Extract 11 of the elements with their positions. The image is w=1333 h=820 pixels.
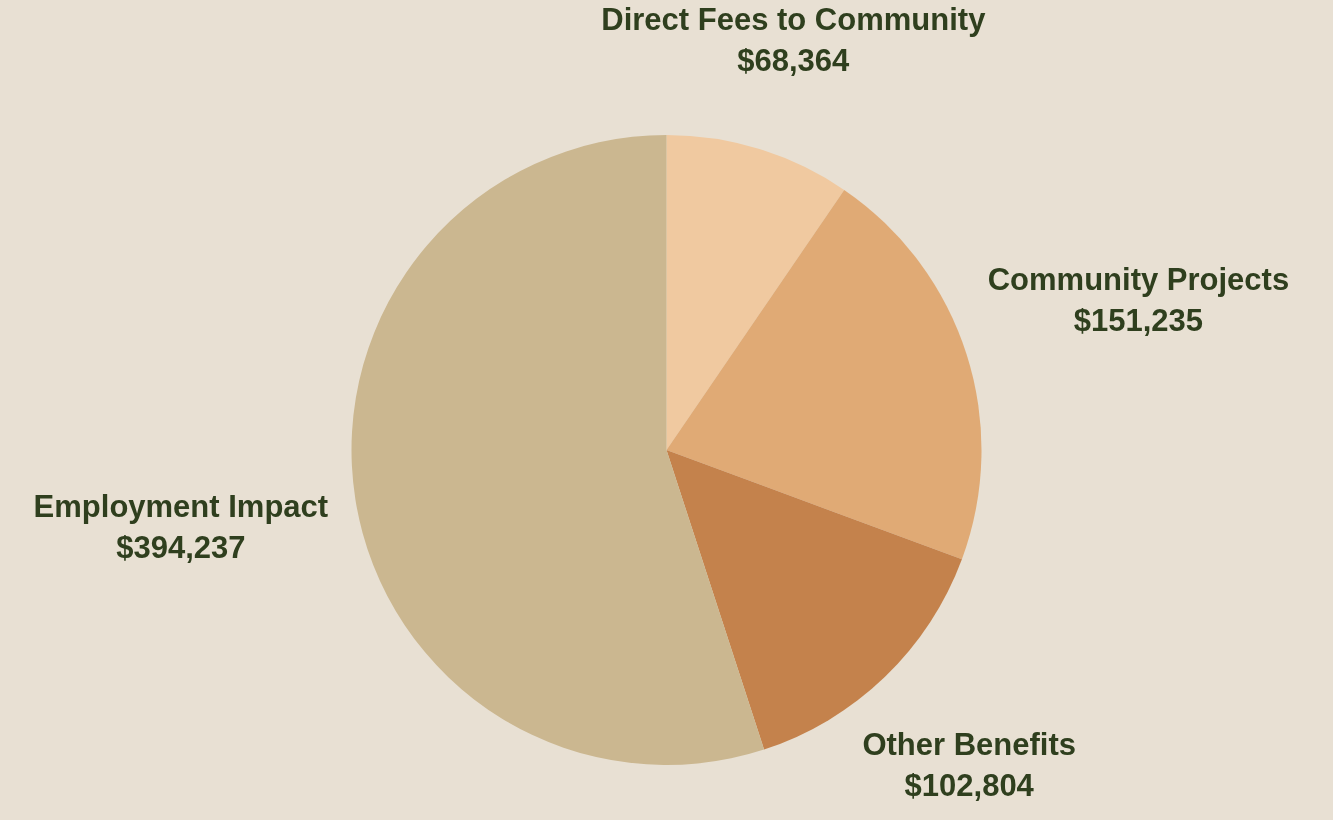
slice-label: Community Projects [987,261,1290,297]
data-label: $68,364 [737,42,851,78]
slice-label: Employment Impact [33,489,329,525]
slice-label: Other Benefits [862,726,1077,762]
data-label: $394,237 [116,530,246,566]
pie-slice [666,189,982,560]
data-label: $151,235 [1073,302,1204,338]
slice-label: Direct Fees to Community [601,1,987,37]
data-label: $102,804 [904,767,1035,803]
pie-slice [666,135,845,450]
pie-slice [351,135,765,765]
